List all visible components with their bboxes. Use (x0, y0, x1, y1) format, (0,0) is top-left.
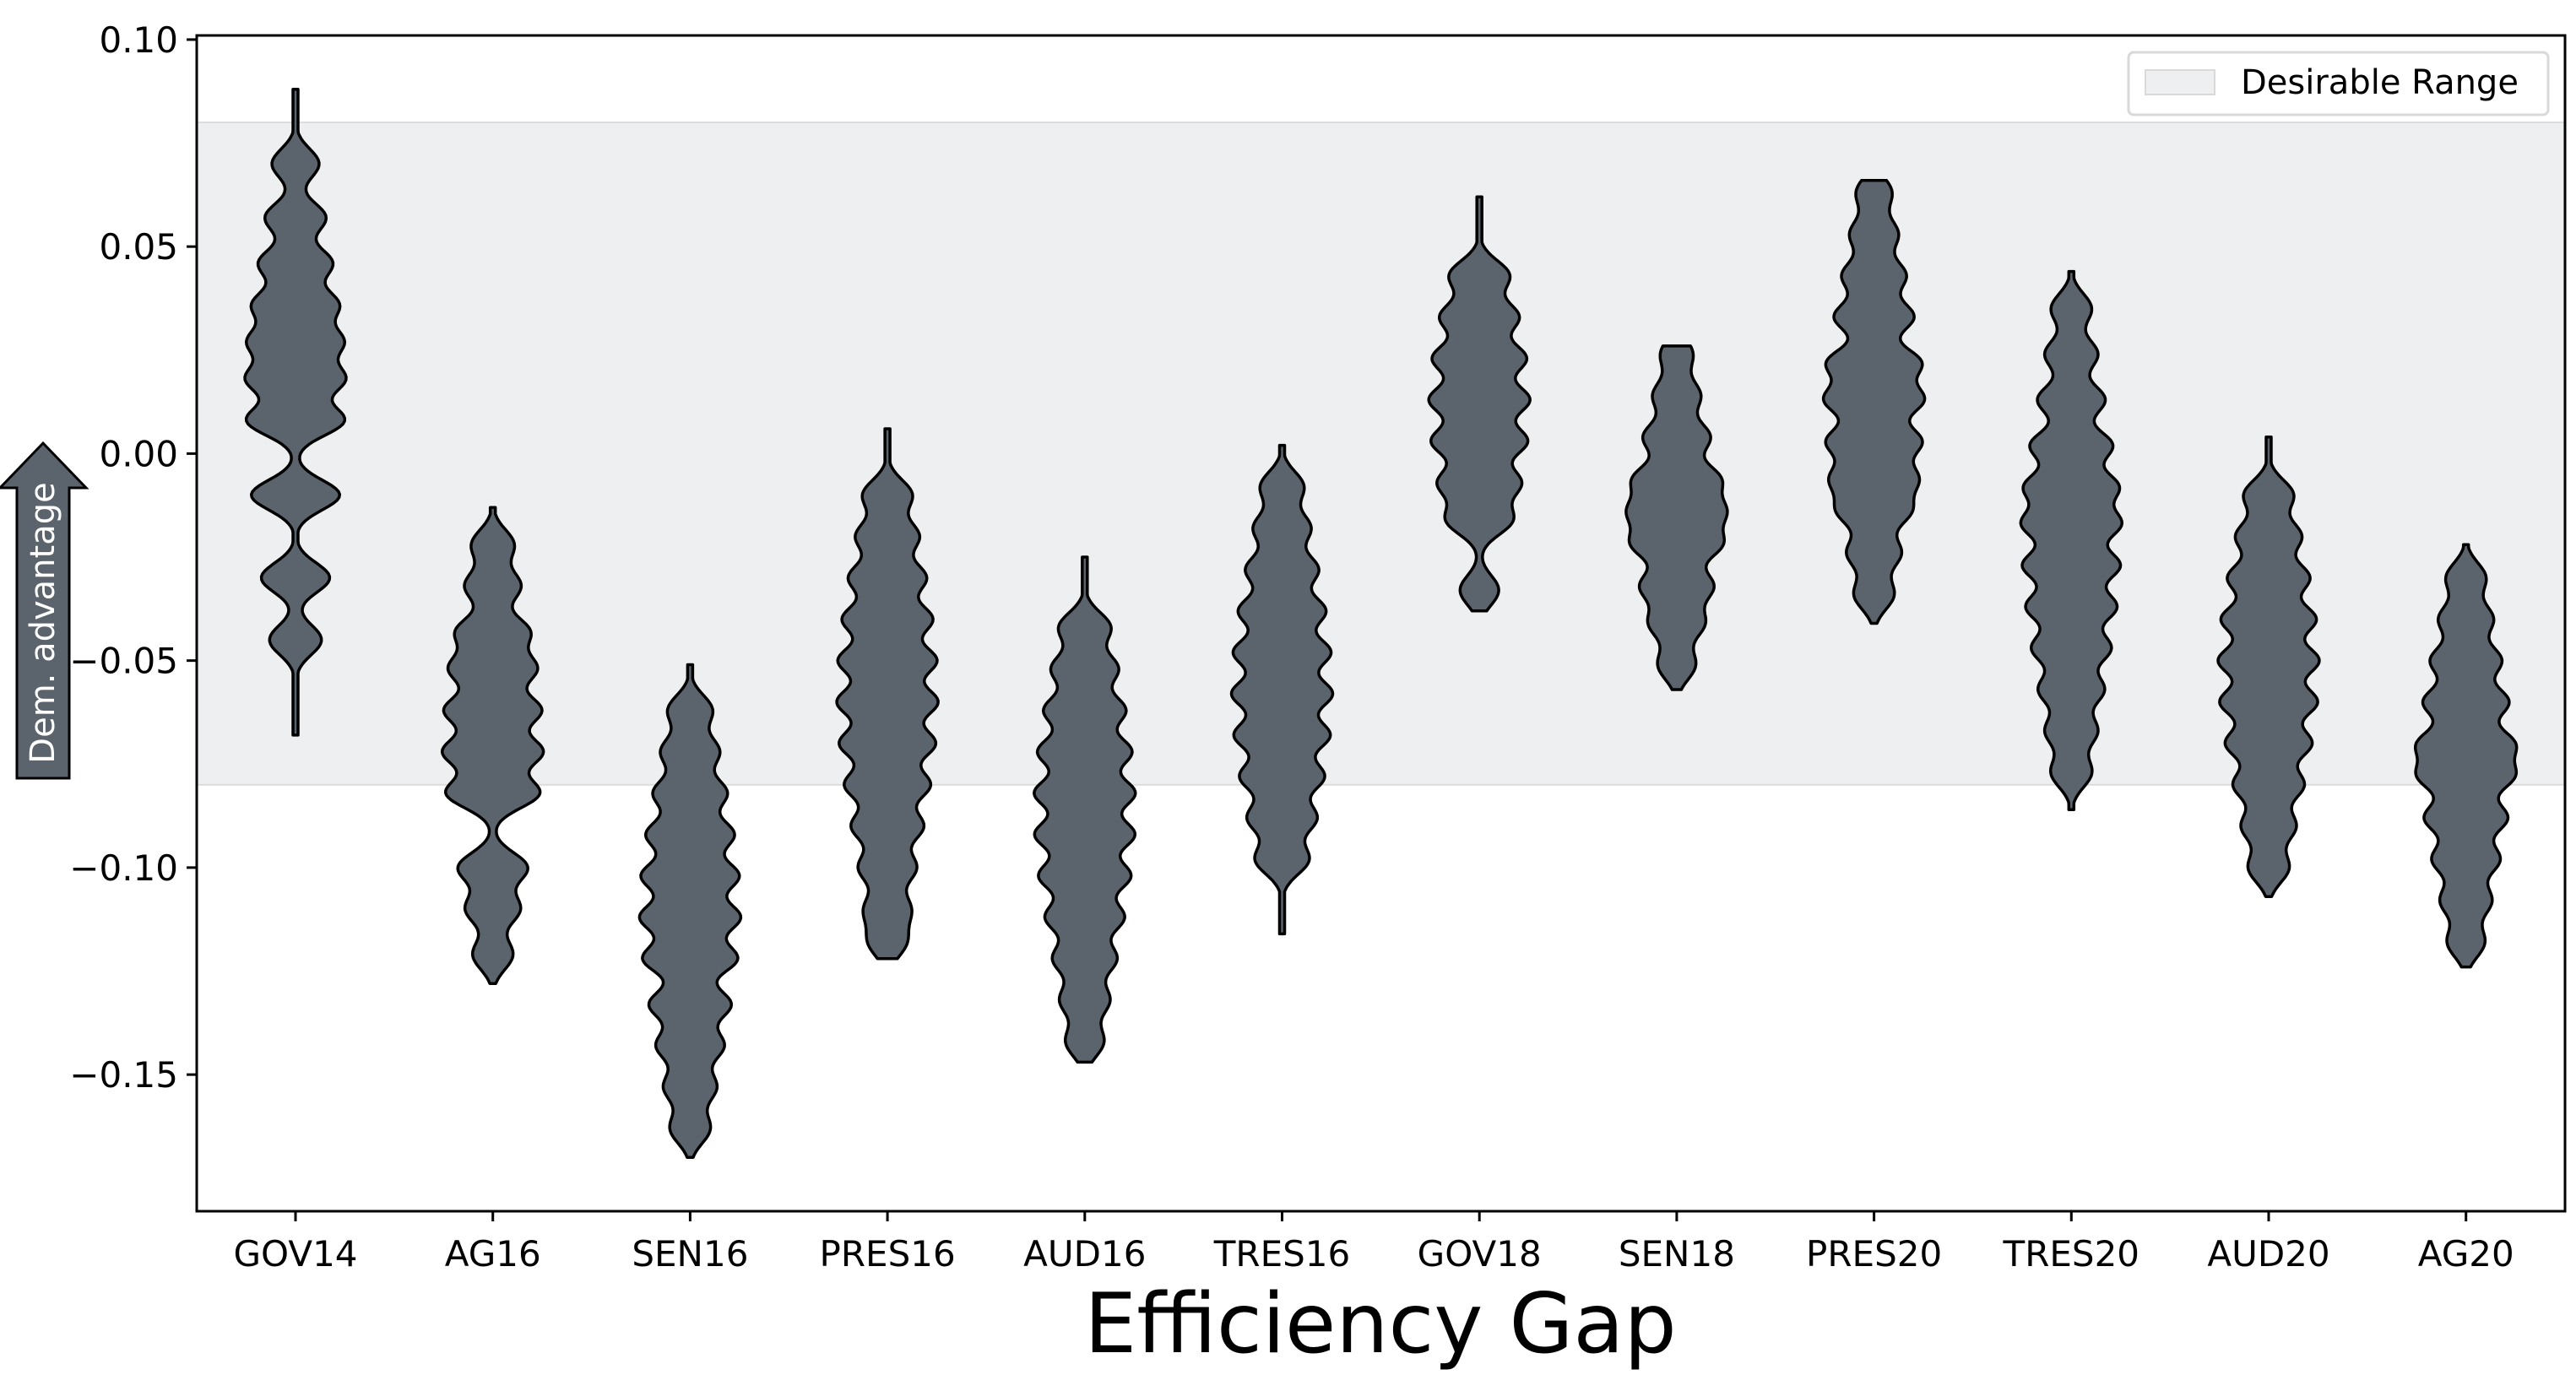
x-tick-label: SEN18 (1619, 1233, 1735, 1275)
x-tick-label: SEN16 (632, 1233, 748, 1275)
violin-aud20 (2216, 436, 2321, 898)
x-tick-label: PRES20 (1806, 1233, 1942, 1275)
x-tick-label: PRES16 (820, 1233, 956, 1275)
x-tick-label: AG20 (2418, 1233, 2514, 1275)
y-tick-label: 0.00 (99, 433, 178, 474)
x-tick-label: GOV14 (233, 1233, 357, 1275)
x-tick-label: AG16 (445, 1233, 541, 1275)
x-tick-label: GOV18 (1418, 1233, 1542, 1275)
legend-swatch-desirable-range (2145, 69, 2215, 95)
legend: Desirable Range (2127, 51, 2550, 116)
x-tick-label: TRES16 (1213, 1233, 1350, 1275)
desirable-range-band (196, 122, 2566, 786)
up-arrow-icon (0, 441, 89, 780)
y-tick-label: 0.05 (99, 226, 178, 268)
y-tick-label: −0.05 (69, 641, 178, 682)
violin-gov14 (243, 88, 348, 737)
violin-ag16 (440, 506, 545, 985)
x-tick-label: AUD20 (2207, 1233, 2329, 1275)
violin-pres20 (1821, 178, 1927, 625)
violin-pres16 (835, 427, 940, 961)
violin-sen18 (1624, 344, 1729, 691)
violin-ag20 (2413, 543, 2519, 969)
x-tick-label: AUD16 (1023, 1233, 1146, 1275)
legend-frame (2127, 51, 2550, 116)
y-tick-label: −0.10 (69, 847, 178, 889)
x-axis-title: Efficiency Gap (1084, 1276, 1676, 1372)
y-tick-label: −0.15 (69, 1054, 178, 1096)
legend-label-desirable-range: Desirable Range (2241, 63, 2519, 102)
plot-frame (195, 34, 2567, 1213)
violin-gov18 (1427, 195, 1532, 613)
dem-advantage-label: Dem. advantage (24, 482, 62, 763)
x-tick-label: TRES20 (2003, 1233, 2139, 1275)
violin-aud16 (1033, 555, 1137, 1064)
y-tick-label: 0.10 (99, 19, 178, 61)
violin-tres16 (1229, 443, 1335, 936)
dem-advantage-annotation: Dem. advantage (0, 441, 89, 780)
violin-tres20 (2019, 269, 2124, 811)
violin-sen16 (637, 663, 743, 1159)
